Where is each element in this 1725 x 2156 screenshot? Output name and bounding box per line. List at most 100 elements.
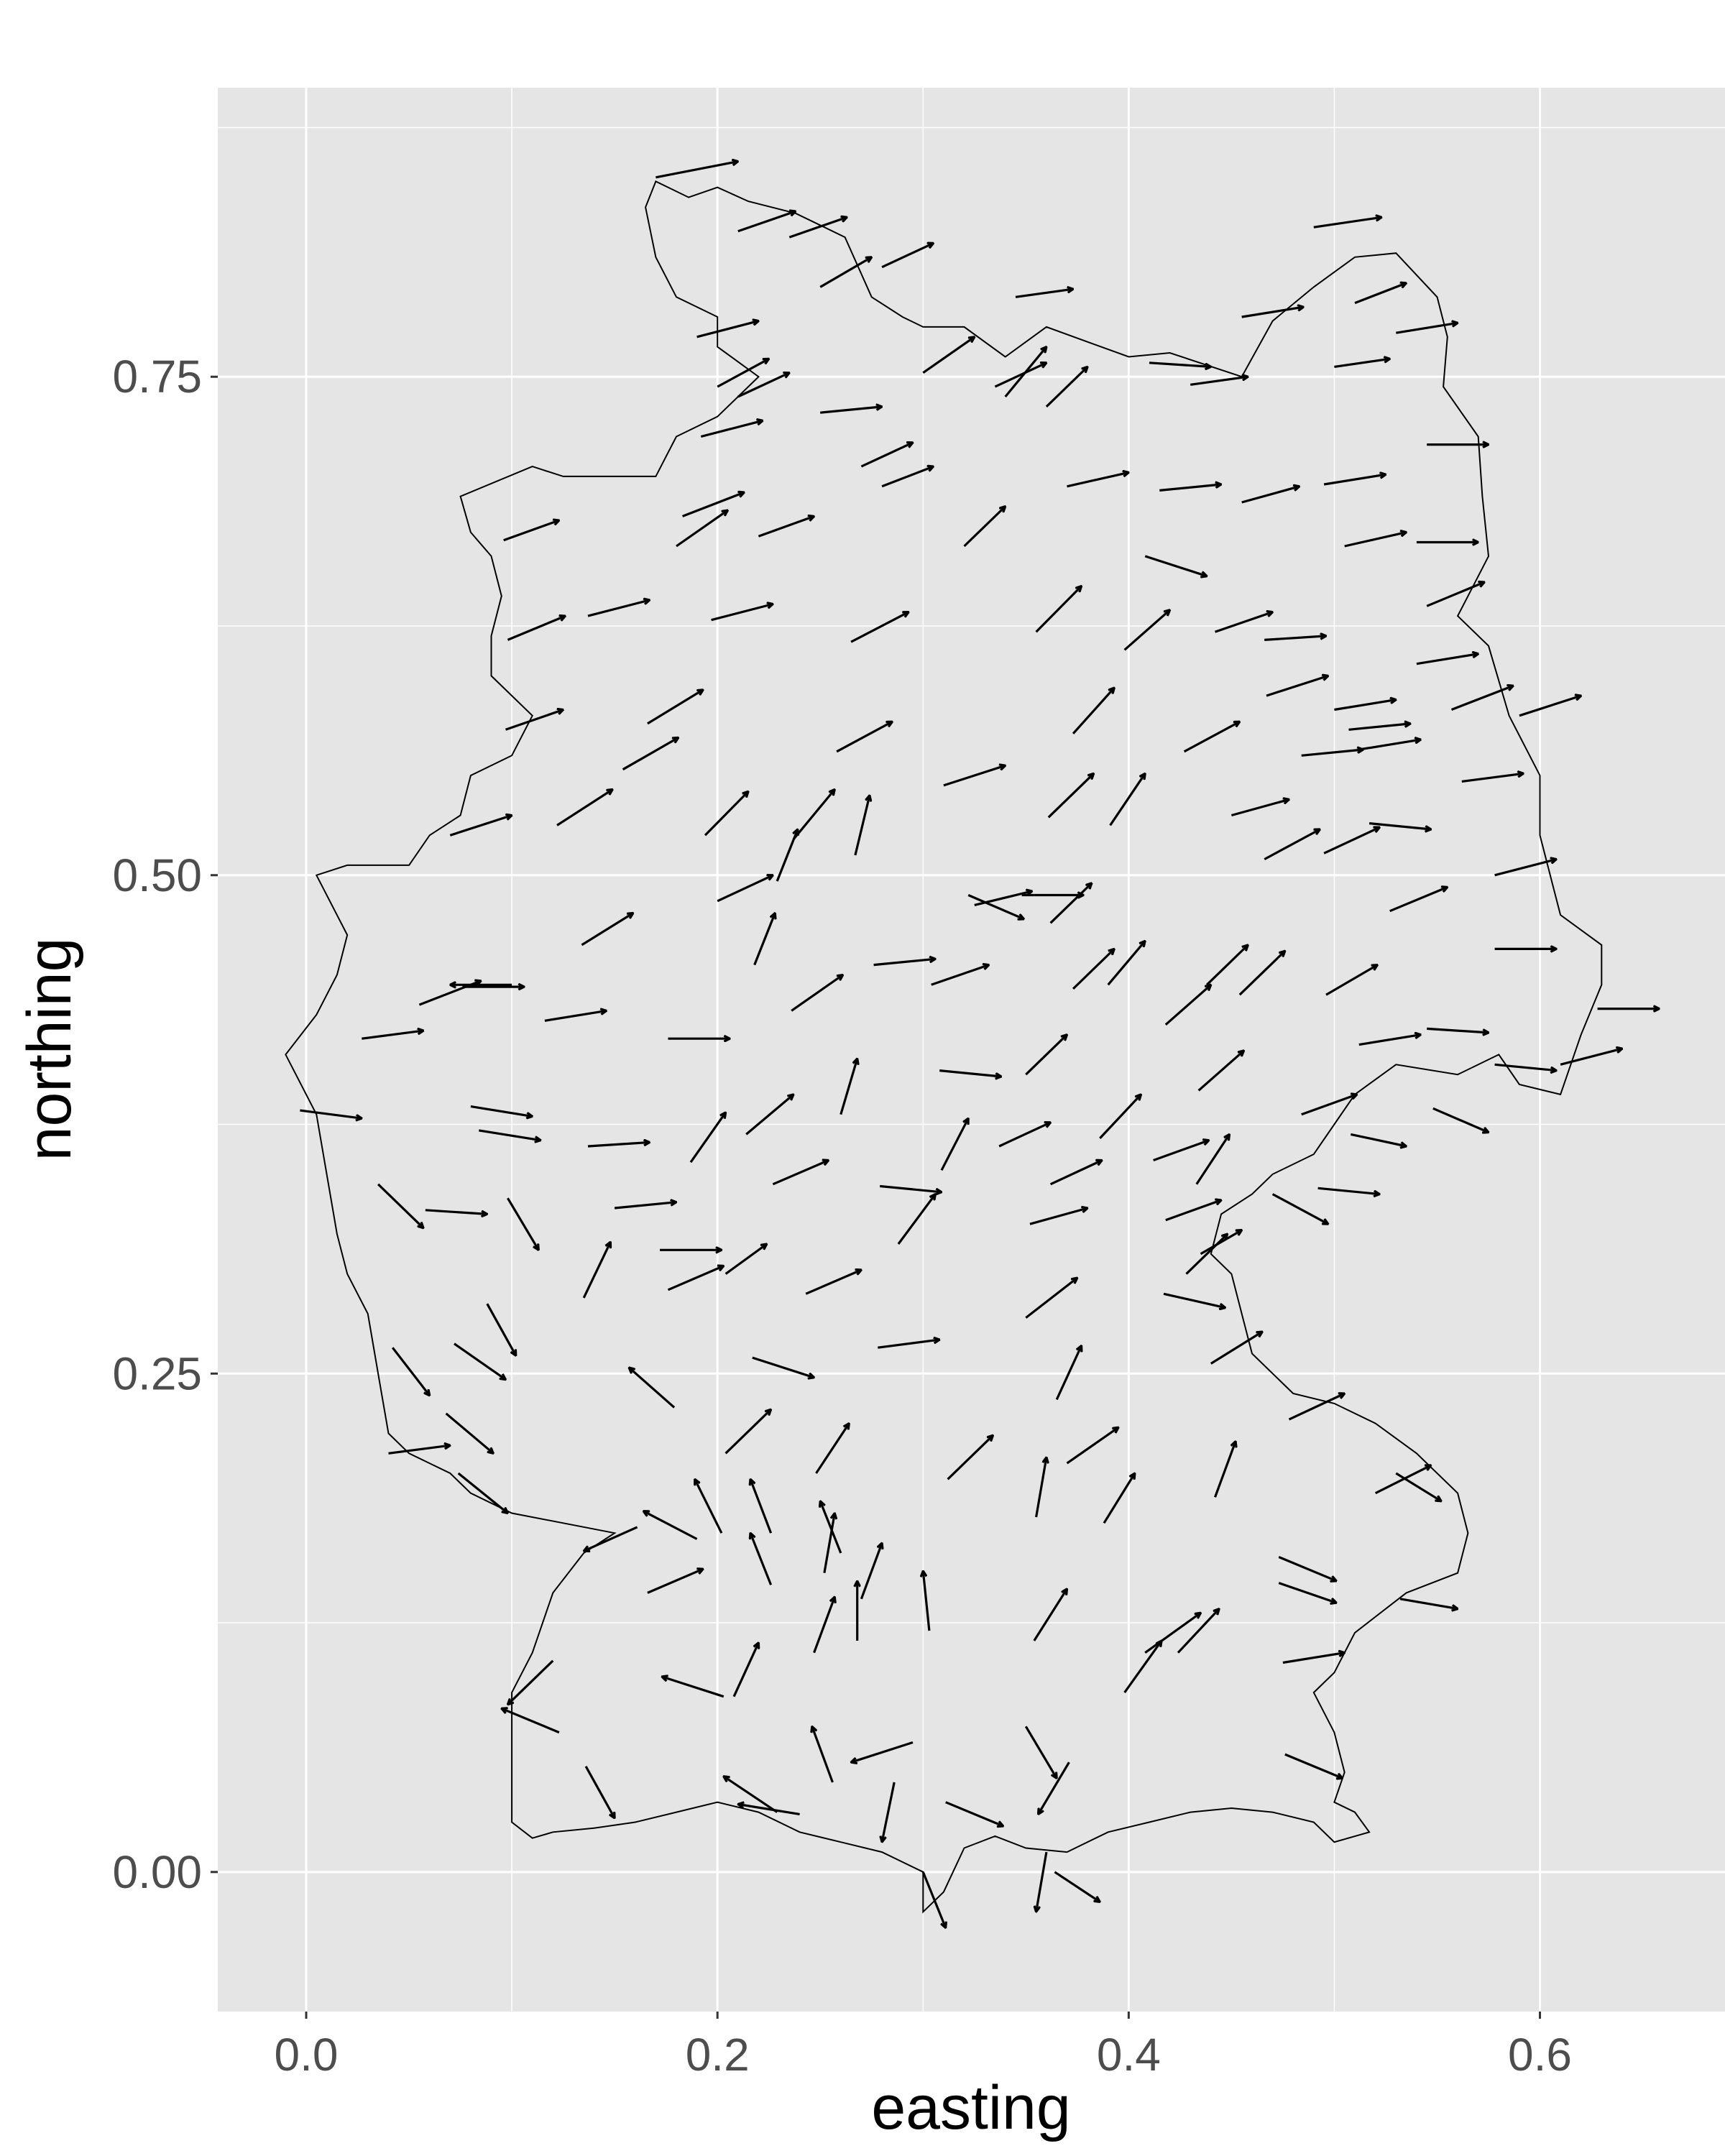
vector-arrow [1107,941,1146,986]
vector-arrow [931,965,989,986]
vector-arrow [1358,740,1421,751]
vector-arrow [840,1059,857,1115]
vector-arrow [772,1161,828,1186]
vector-arrow [470,1105,533,1117]
plot-panel [218,88,1725,2012]
vector-arrow [1123,610,1170,651]
vector-arrow [750,1479,773,1534]
vector-arrow [1035,586,1082,633]
vector-arrow [1519,696,1581,717]
germany-outline [285,180,1603,1914]
vector-arrow [850,612,908,643]
vector-arrow [873,959,936,967]
vector-arrow [1389,887,1448,913]
vector-arrow [1368,822,1431,829]
vector-arrow [1301,750,1363,757]
vector-arrow [711,604,773,622]
vector-arrow [1271,1193,1328,1225]
vector-arrow [737,211,796,233]
vector-arrow [647,690,703,725]
vector-arrow [587,600,650,617]
vector-arrow [1072,688,1114,734]
vector-arrow [362,1031,423,1040]
vector-arrow [1354,283,1407,305]
y-tick-label: 0.00 [112,1846,202,1898]
vector-arrow [897,1194,936,1245]
y-axis-title: northing [15,938,84,1161]
vector-arrow [1325,965,1378,996]
vector-arrow [1241,487,1300,504]
vector-arrow [449,816,512,837]
vector-arrow [724,1244,767,1275]
vector-arrow [1241,307,1304,318]
vector-arrow [1344,533,1407,548]
vector-arrow [939,1069,1001,1077]
vector-arrow [1049,1161,1103,1186]
vector-arrow [1396,323,1458,334]
x-tick-label: 0.0 [275,2029,339,2081]
vector-arrow [584,1526,638,1551]
vector-arrow [1029,1208,1087,1225]
x-tick-label: 0.6 [1508,2029,1572,2081]
vector-arrow [388,1445,451,1455]
vector-arrow [695,1479,723,1534]
vector-arrow [1144,555,1207,576]
vector-arrow [745,1095,794,1135]
vector-arrow [1238,951,1285,996]
x-axis-ticks: 0.0 0.2 0.4 0.6 [275,2012,1572,2081]
vector-arrow [1195,1134,1230,1185]
vector-arrow [1072,949,1114,990]
vector-arrow [1033,1589,1067,1641]
vector-arrow [704,791,748,837]
minor-gridlines [218,88,1725,2012]
vector-arrow [1109,773,1146,826]
vector-arrows [300,162,1659,1928]
vector-arrow [1560,1049,1622,1066]
vector-arrow [854,796,870,856]
vector-arrow [737,373,790,398]
vector-arrow [851,1741,914,1763]
vector-arrow [1323,474,1386,486]
vector-arrow [1282,1653,1345,1664]
vector-arrow [1049,883,1092,924]
vector-arrow [1313,217,1381,229]
vector-arrow [544,1010,607,1022]
vector-arrow [994,363,1046,388]
vector-arrow [1205,945,1248,986]
vector-arrow [1213,1442,1236,1498]
vector-arrow [1067,472,1129,488]
vector-arrow [629,1368,676,1409]
vector-arrow [717,359,768,388]
vector-arrow [667,1266,724,1291]
vector-arrow [1317,1187,1380,1194]
vector-arrow [1024,1726,1057,1778]
vector-arrow [1149,361,1211,367]
vector-arrow [1004,347,1046,398]
vector-arrow [1123,1641,1162,1694]
vector-arrow [791,975,843,1012]
vector-arrow [776,829,798,882]
vector-arrow [1494,860,1557,877]
vector-arrow [1200,1230,1242,1256]
vector-arrow [752,1356,814,1378]
vector-arrow [788,217,847,239]
vector-arrow [556,790,612,826]
vector-arrow [1159,484,1221,492]
vector-arrow [700,420,763,438]
vector-arrow [1055,1346,1081,1401]
major-gridlines [218,88,1725,2012]
vector-arrow [454,1342,506,1380]
vector-arrow [836,722,892,753]
vector-arrow [1047,773,1094,819]
vector-arrow [1025,1278,1077,1319]
vector-arrow [1426,582,1484,607]
vector-arrow [1494,1063,1557,1070]
vector-arrow [300,1109,362,1118]
vector-arrow [1185,1234,1228,1275]
vector-arrow [1153,1141,1209,1162]
vector-arrow [724,1777,778,1813]
vector-arrow [1278,1556,1336,1581]
vector-arrow [805,1270,861,1295]
vector-arrow [507,616,565,641]
